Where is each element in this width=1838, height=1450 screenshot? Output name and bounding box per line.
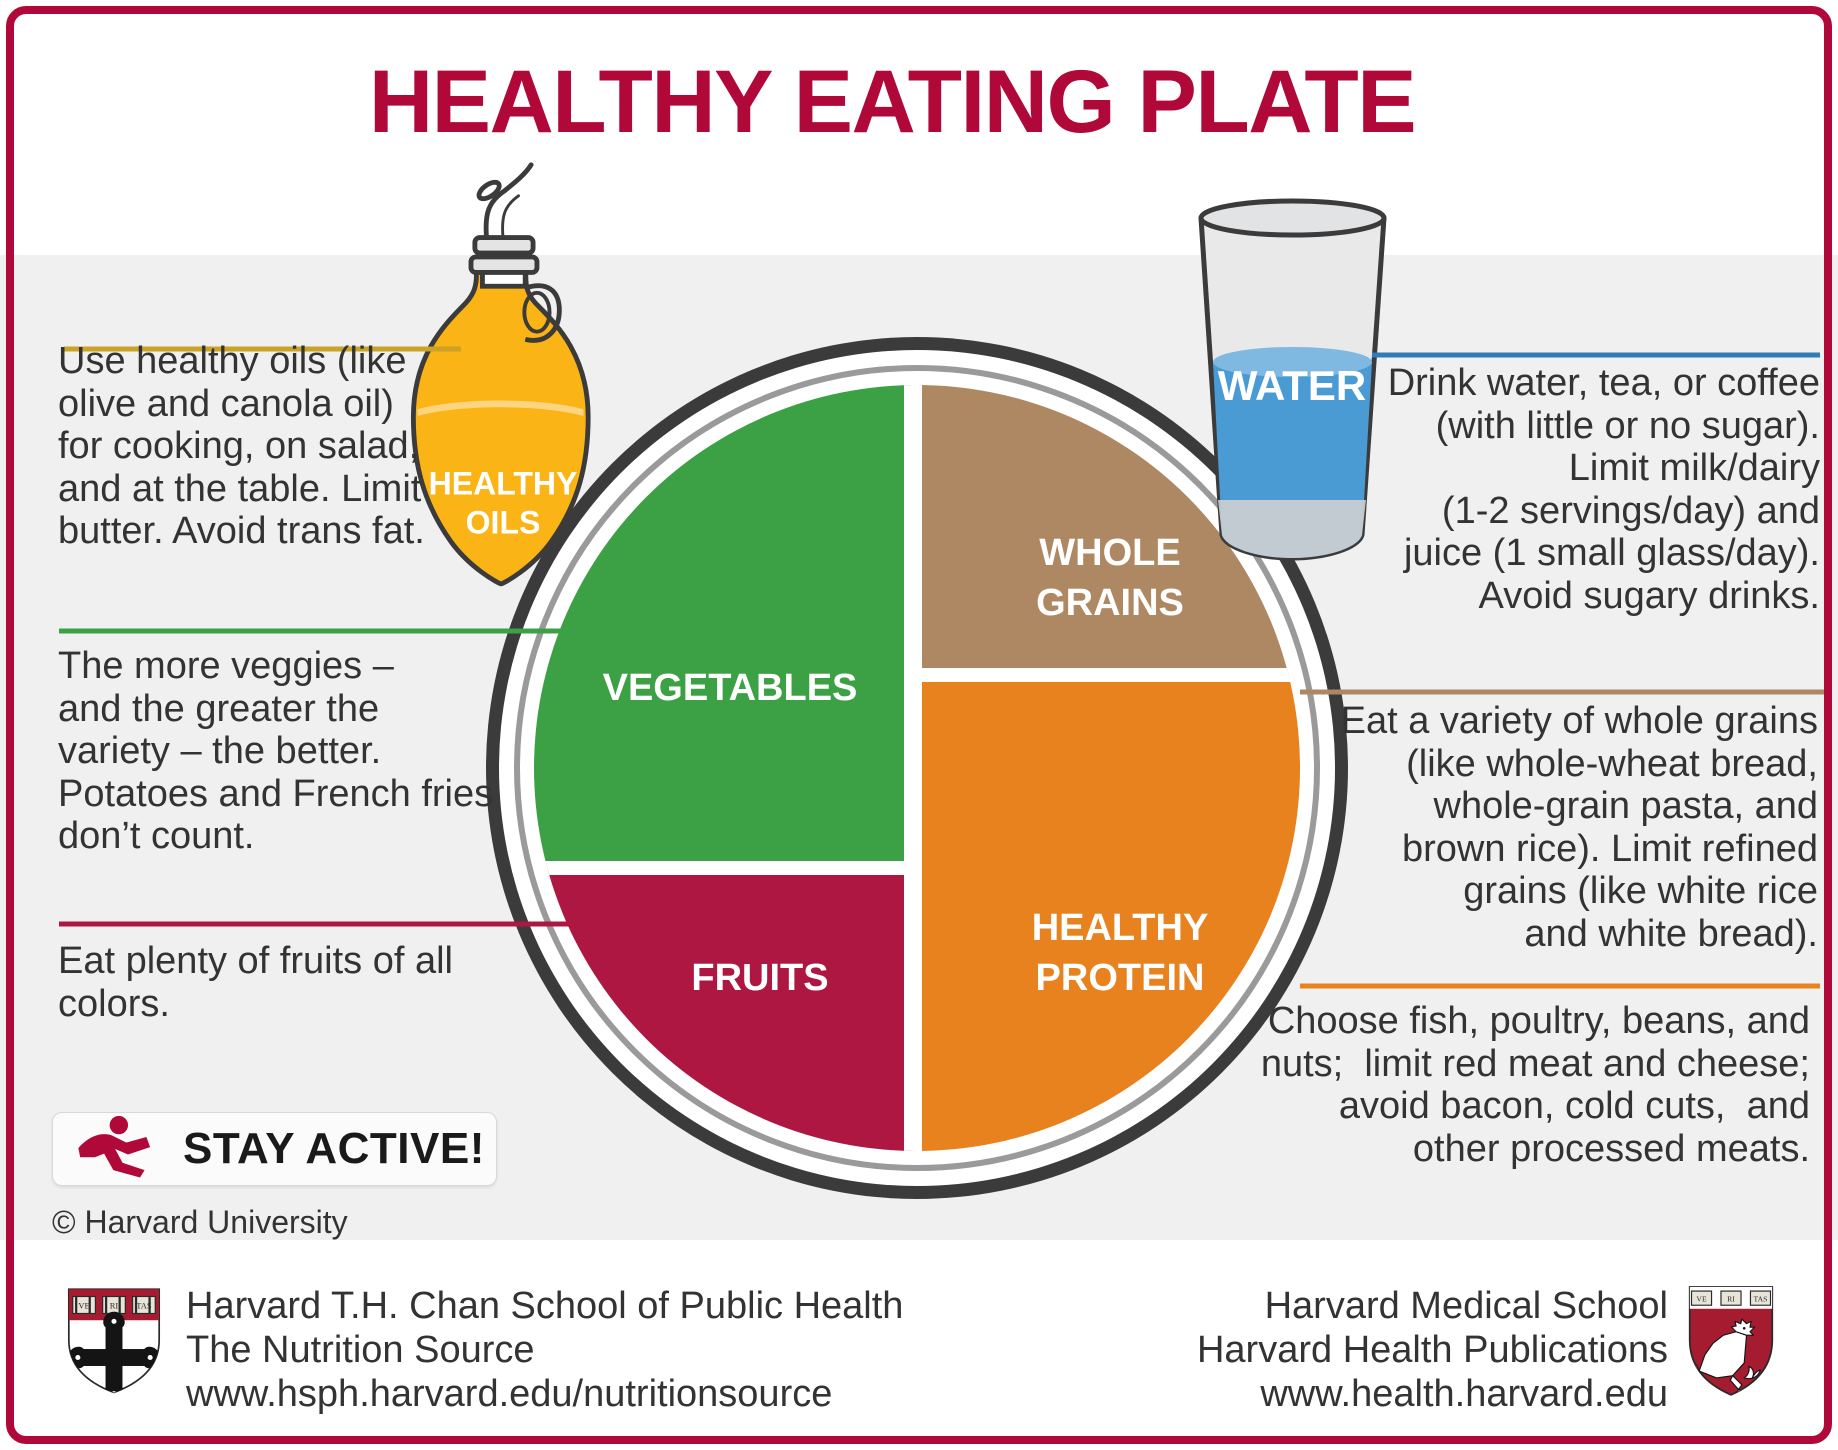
- svg-text:TAS: TAS: [1754, 1295, 1768, 1304]
- svg-text:GRAINS: GRAINS: [1036, 582, 1184, 624]
- svg-text:PROTEIN: PROTEIN: [1036, 957, 1205, 999]
- svg-text:VE: VE: [78, 1300, 89, 1310]
- svg-text:TAS: TAS: [136, 1300, 152, 1310]
- svg-text:RI: RI: [110, 1300, 119, 1310]
- svg-text:FRUITS: FRUITS: [691, 957, 828, 999]
- svg-text:WHOLE: WHOLE: [1039, 532, 1180, 574]
- svg-text:VE: VE: [1696, 1295, 1707, 1304]
- svg-text:RI: RI: [1727, 1295, 1735, 1304]
